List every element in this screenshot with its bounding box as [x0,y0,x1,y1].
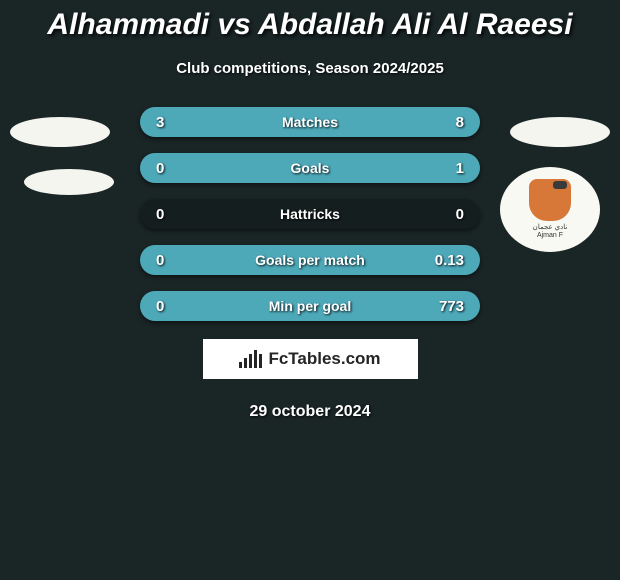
stat-label: Goals [291,160,330,176]
stat-fill-right [232,107,480,137]
stat-right-value: 0.13 [435,252,464,269]
stat-label: Hattricks [280,206,340,222]
stat-row: 0 Goals 1 [140,153,480,183]
stat-row: 0 Goals per match 0.13 [140,245,480,275]
right-club-avatar: نادي عجمانAjman F [500,167,600,252]
stat-right-value: 1 [456,160,464,177]
subtitle: Club competitions, Season 2024/2025 [0,60,620,77]
stat-left-value: 0 [156,252,164,269]
stat-row: 3 Matches 8 [140,107,480,137]
stat-label: Goals per match [255,252,365,268]
stats-block: 3 Matches 8 0 Goals 1 0 Hattricks 0 0 Goals per ma… [140,107,480,321]
left-player-avatar [10,117,110,147]
stat-left-value: 0 [156,206,164,223]
date-text: 29 october 2024 [0,403,620,421]
ajman-logo: نادي عجمانAjman F [529,179,571,239]
stat-label: Matches [282,114,338,130]
right-player-avatar [510,117,610,147]
left-club-avatar [24,169,114,195]
infographic-container: Alhammadi vs Abdallah Ali Al Raeesi Club… [0,0,620,421]
brand-bar [254,350,257,368]
main-area: نادي عجمانAjman F 3 Matches 8 0 Goals 1 0 Hattr… [0,107,620,321]
brand-text: FcTables.com [268,349,380,369]
stat-right-value: 0 [456,206,464,223]
brand-bar [249,354,252,368]
ajman-text: نادي عجمانAjman F [533,224,568,239]
stat-row: 0 Min per goal 773 [140,291,480,321]
stat-right-value: 773 [439,298,464,315]
ajman-ball-icon [529,179,571,221]
stat-row: 0 Hattricks 0 [140,199,480,229]
chart-icon [239,350,262,368]
brand-bar [244,358,247,368]
comparison-title: Alhammadi vs Abdallah Ali Al Raeesi [0,8,620,42]
stat-left-value: 3 [156,114,164,131]
stat-left-value: 0 [156,160,164,177]
stat-fill-left [140,107,232,137]
brand-bar [259,354,262,368]
brand-bar [239,362,242,368]
stat-label: Min per goal [269,298,351,314]
stat-left-value: 0 [156,298,164,315]
branding-badge: FcTables.com [203,339,418,379]
stat-right-value: 8 [456,114,464,131]
